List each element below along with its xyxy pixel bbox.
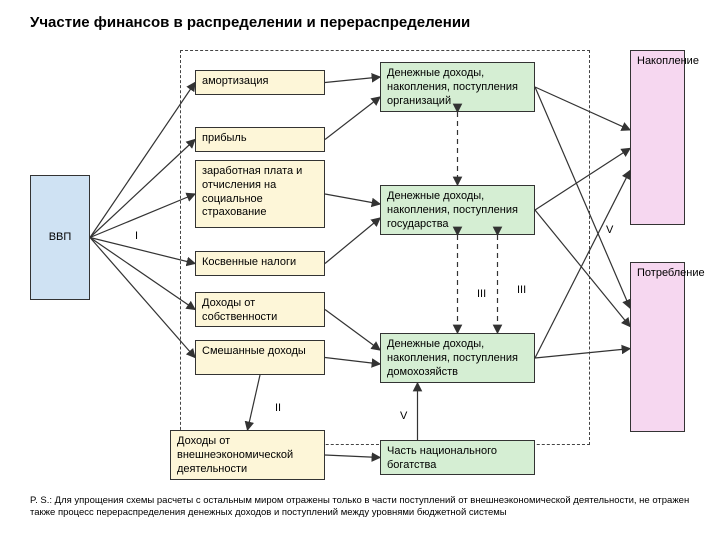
label-v-2: V — [400, 410, 407, 422]
box-vvp: ВВП — [30, 175, 90, 300]
box-ext: Доходы от внешнеэкономической деятельнос… — [170, 430, 325, 480]
box-amort: амортизация — [195, 70, 325, 95]
box-state: Денежные доходы, накопления, поступления… — [380, 185, 535, 235]
box-consumption: Потребление — [630, 262, 685, 432]
box-wage: заработная плата и отчисления на социаль… — [195, 160, 325, 228]
box-tax: Косвенные налоги — [195, 251, 325, 276]
box-prop: Доходы от собственности — [195, 292, 325, 327]
box-wealth: Часть национального богатства — [380, 440, 535, 475]
label-i: I — [135, 230, 138, 242]
label-iii-2: III — [517, 284, 526, 296]
footnote: P. S.: Для упрощения схемы расчеты с ост… — [30, 495, 690, 520]
box-profit: прибыль — [195, 127, 325, 152]
box-hh: Денежные доходы, накопления, поступления… — [380, 333, 535, 383]
label-iii-1: III — [477, 288, 486, 300]
page-title: Участие финансов в распределении и перер… — [30, 14, 470, 31]
label-ii: II — [275, 402, 281, 414]
label-v-1: V — [606, 224, 613, 236]
box-mixed: Смешанные доходы — [195, 340, 325, 375]
box-org: Денежные доходы, накопления, поступления… — [380, 62, 535, 112]
box-accumulation: Накопление — [630, 50, 685, 225]
